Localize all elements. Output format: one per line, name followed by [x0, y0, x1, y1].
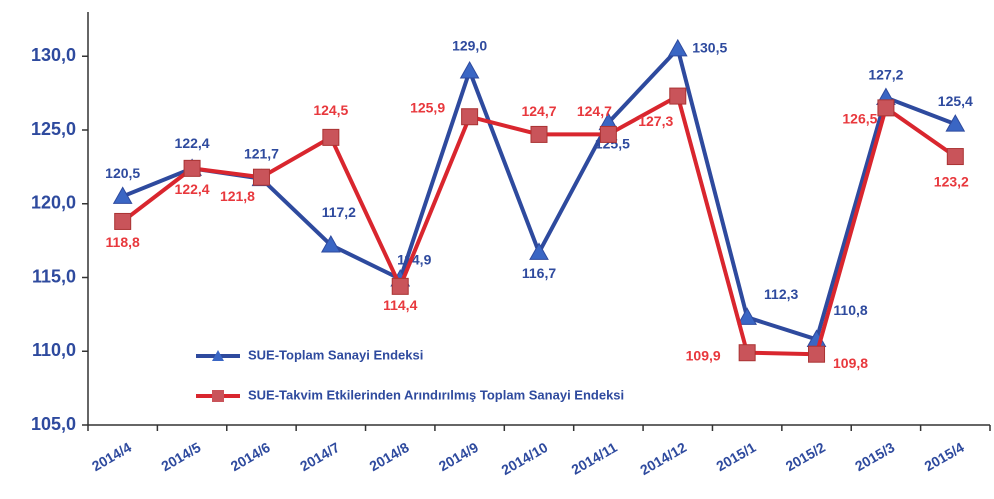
y-tick-label: 125,0 [31, 119, 76, 139]
marker [529, 242, 549, 260]
data-label: 118,8 [106, 234, 140, 250]
data-label: 125,9 [410, 99, 445, 115]
data-label: 130,5 [692, 40, 727, 56]
data-label: 112,3 [764, 286, 798, 302]
x-tick-label: 2015/1 [713, 439, 758, 474]
marker [114, 212, 132, 230]
marker [667, 38, 688, 57]
y-tick-label: 105,0 [31, 414, 76, 434]
y-tick-label: 120,0 [31, 193, 76, 213]
x-tick-label: 2014/4 [89, 439, 134, 474]
data-label: 125,4 [938, 93, 973, 109]
marker [738, 344, 756, 362]
data-label: 116,7 [522, 265, 556, 281]
marker [391, 277, 409, 295]
marker [737, 307, 758, 325]
data-label: 121,8 [220, 188, 255, 204]
x-tick-label: 2014/11 [569, 439, 620, 478]
marker [112, 186, 133, 204]
data-label: 109,9 [686, 347, 721, 363]
marker [183, 159, 201, 177]
data-label: 120,5 [105, 165, 140, 181]
data-label: 126,5 [842, 111, 877, 127]
data-label: 122,4 [175, 181, 210, 197]
data-label: 121,7 [244, 145, 279, 161]
data-label: 109,8 [833, 355, 868, 371]
marker [877, 99, 895, 117]
data-label: 114,9 [397, 252, 431, 268]
x-tick-label: 2014/8 [366, 439, 411, 474]
data-label: 127,2 [868, 66, 903, 82]
marker [459, 60, 480, 79]
y-tick-label: 115,0 [32, 266, 76, 286]
legend-marker [212, 390, 224, 402]
data-label: 117,2 [322, 204, 356, 220]
data-label: 124,5 [313, 102, 348, 118]
legend-label: SUE-Toplam Sanayi Endeksi [248, 347, 423, 362]
marker [945, 114, 966, 132]
legend-label: SUE-Takvim Etkilerinden Arındırılmış Top… [248, 387, 624, 402]
data-label: 123,2 [934, 173, 969, 189]
data-label: 129,0 [452, 38, 487, 54]
marker [322, 128, 340, 146]
x-tick-label: 2014/6 [228, 439, 273, 474]
x-tick-label: 2014/10 [499, 439, 551, 478]
marker [461, 108, 479, 126]
marker [808, 345, 826, 363]
data-label: 122,4 [175, 135, 210, 151]
data-label: 127,3 [638, 113, 673, 129]
marker [252, 168, 270, 186]
marker [320, 235, 341, 253]
data-label: 124,7 [577, 103, 612, 119]
x-tick-label: 2015/4 [922, 439, 967, 474]
x-tick-label: 2014/7 [297, 439, 342, 474]
x-tick-label: 2014/12 [637, 439, 689, 478]
x-tick-label: 2015/3 [852, 439, 897, 474]
y-tick-label: 130,0 [31, 45, 76, 65]
marker [530, 125, 548, 143]
x-tick-label: 2014/5 [158, 439, 203, 474]
x-tick-label: 2014/9 [436, 439, 481, 474]
x-tick-label: 2015/2 [783, 439, 828, 474]
marker [946, 148, 964, 166]
marker [599, 125, 617, 143]
marker [669, 87, 687, 105]
y-tick-label: 110,0 [32, 340, 76, 360]
legend-marker [212, 350, 224, 361]
data-label: 110,8 [833, 302, 867, 318]
data-label: 124,7 [521, 103, 556, 119]
data-label: 114,4 [383, 297, 417, 313]
